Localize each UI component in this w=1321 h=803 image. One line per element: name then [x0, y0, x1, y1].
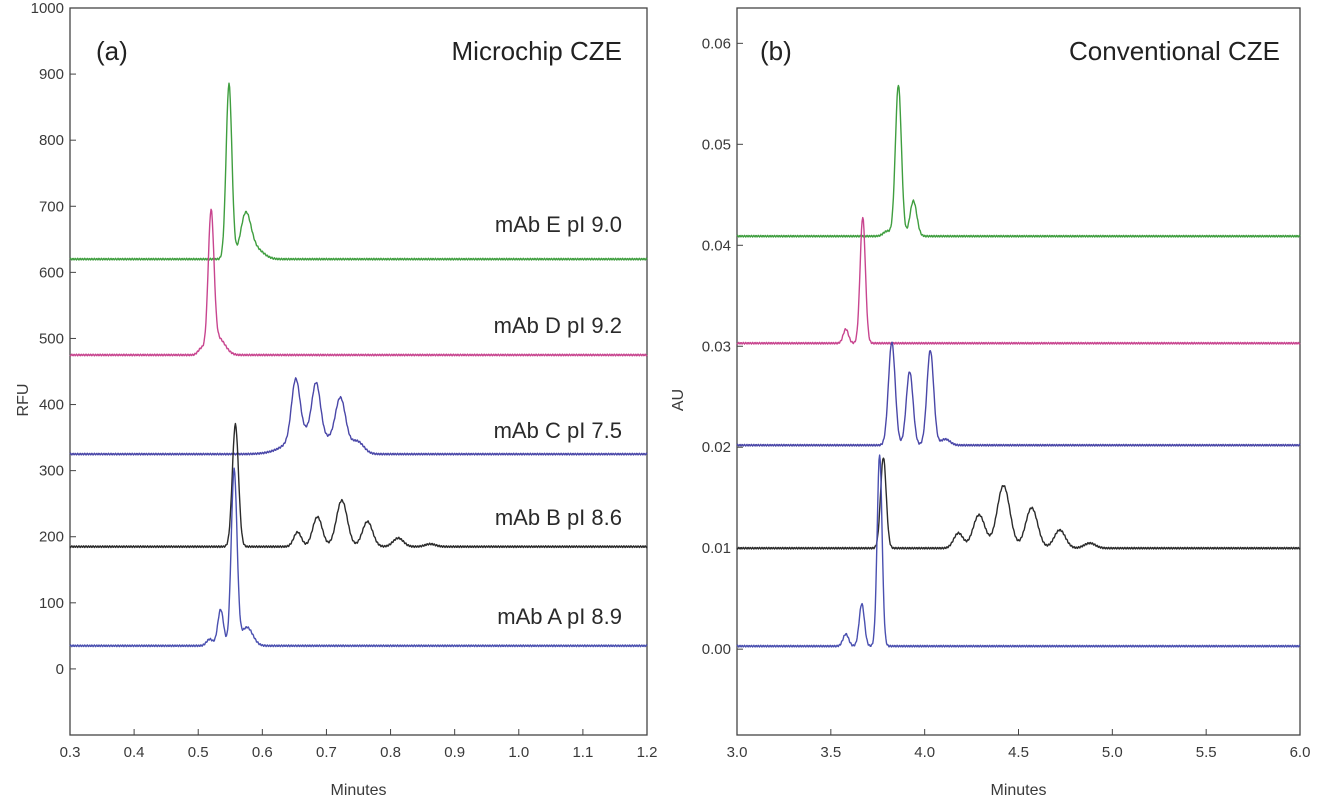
x-tick-label: 0.3	[60, 744, 81, 761]
x-tick-label: 3.5	[820, 744, 841, 761]
x-tick-label: 0.7	[316, 744, 337, 761]
y-tick-label: 700	[39, 198, 64, 215]
y-tick-label: 800	[39, 132, 64, 149]
series-label: mAb B pI 8.6	[495, 505, 622, 530]
x-tick-label: 1.2	[637, 744, 658, 761]
series-line	[69, 377, 648, 456]
x-tick-label: 4.0	[914, 744, 935, 761]
x-tick-label: 1.1	[572, 744, 593, 761]
x-axis-label: Minutes	[330, 782, 386, 799]
x-tick-label: 5.0	[1102, 744, 1123, 761]
y-tick-label: 0.03	[702, 338, 731, 355]
panel-title: Microchip CZE	[452, 36, 622, 66]
series-line	[69, 422, 648, 549]
x-tick-label: 6.0	[1290, 744, 1311, 761]
series-line	[736, 454, 1301, 648]
y-tick-label: 0	[56, 661, 64, 678]
x-tick-label: 0.5	[188, 744, 209, 761]
series-label: mAb A pI 8.9	[497, 604, 622, 629]
series-line	[736, 84, 1301, 238]
y-tick-label: 0.04	[702, 237, 731, 254]
x-tick-label: 0.8	[380, 744, 401, 761]
y-tick-label: 100	[39, 595, 64, 612]
y-tick-label: 200	[39, 529, 64, 546]
series-label: mAb E pI 9.0	[495, 212, 622, 237]
series-label: mAb D pI 9.2	[494, 313, 622, 338]
x-tick-label: 3.0	[727, 744, 748, 761]
x-tick-label: 4.5	[1008, 744, 1029, 761]
series-line	[69, 82, 648, 261]
chart-panel-a: 0.3 0.4 0.5 0.6 0.7 0.8 0.9 1.0 1.1 1.2 0 100 200 300…	[15, 0, 657, 799]
series-line	[69, 467, 648, 648]
plot-frame	[736, 7, 1301, 736]
plot-frame	[69, 7, 648, 736]
panel-label: (a)	[96, 36, 128, 66]
x-tick-label: 0.6	[252, 744, 273, 761]
y-axis-label: RFU	[15, 384, 32, 417]
x-tick-label: 0.4	[124, 744, 145, 761]
y-tick-label: 300	[39, 463, 64, 480]
panel-label: (b)	[760, 36, 792, 66]
x-tick-label: 1.0	[508, 744, 529, 761]
series-line	[736, 216, 1301, 345]
y-tick-label: 400	[39, 397, 64, 414]
y-tick-label: 1000	[31, 0, 64, 17]
panel-title: Conventional CZE	[1069, 36, 1280, 66]
x-tick-label: 5.5	[1196, 744, 1217, 761]
y-tick-label: 0.02	[702, 439, 731, 456]
y-tick-label: 900	[39, 66, 64, 83]
y-tick-label: 0.00	[702, 641, 731, 658]
series-line	[736, 341, 1301, 447]
x-tick-label: 0.9	[444, 744, 465, 761]
y-tick-label: 500	[39, 330, 64, 347]
series-line	[736, 457, 1301, 550]
x-axis-label: Minutes	[990, 782, 1046, 799]
series-label: mAb C pI 7.5	[494, 418, 622, 443]
y-tick-label: 0.05	[702, 136, 731, 153]
y-tick-label: 0.06	[702, 35, 731, 52]
series-line	[69, 208, 648, 357]
chart-panel-b: 3.0 3.5 4.0 4.5 5.0 5.5 6.0 0.00 0.01 0.02 0.03 0.0…	[670, 7, 1311, 799]
y-tick-label: 600	[39, 264, 64, 281]
y-axis-label: AU	[670, 389, 687, 411]
y-tick-label: 0.01	[702, 540, 731, 557]
